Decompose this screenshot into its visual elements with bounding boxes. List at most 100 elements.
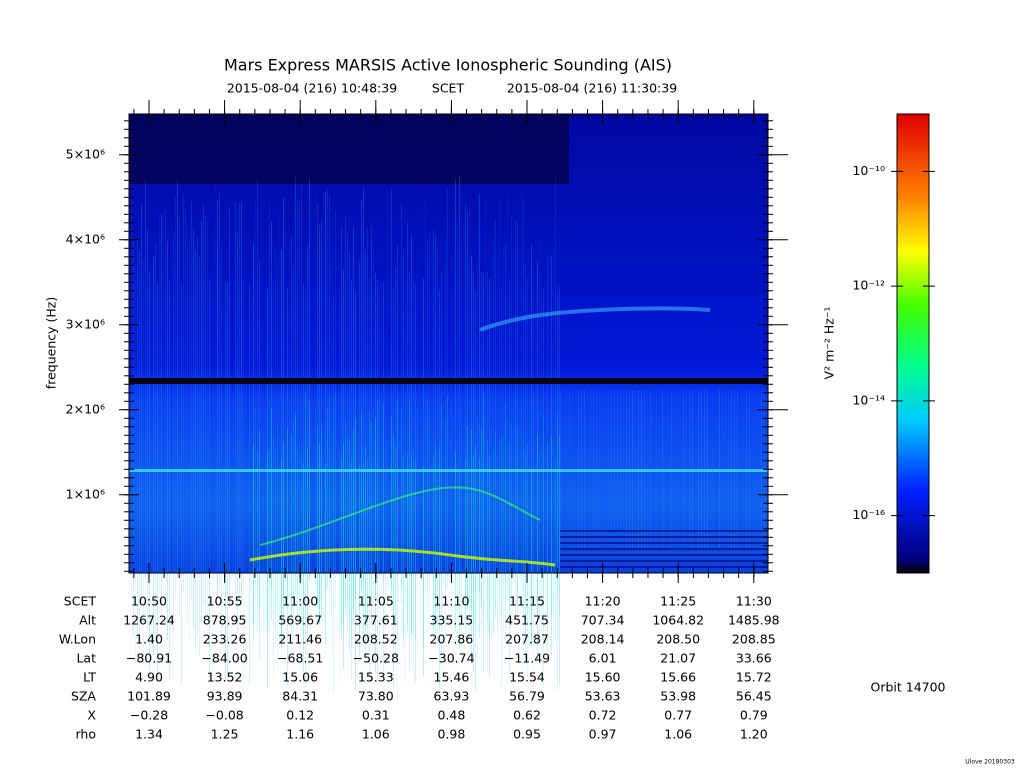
texture-stripe — [365, 446, 366, 627]
texture-stripe — [273, 280, 274, 680]
texture-stripe — [515, 219, 516, 619]
table-cell: 211.46 — [278, 632, 322, 647]
texture-stripe — [213, 223, 214, 622]
texture-stripe — [545, 431, 546, 611]
texture-stripe — [369, 278, 370, 678]
texture-stripe — [461, 424, 462, 605]
texture-stripe — [521, 188, 522, 588]
texture-stripe — [131, 199, 132, 599]
texture-stripe — [159, 214, 160, 614]
texture-stripe — [157, 283, 158, 683]
table-cell: −50.28 — [353, 651, 399, 666]
texture-stripe — [469, 204, 470, 604]
texture-stripe — [315, 406, 316, 587]
texture-stripe — [469, 460, 470, 641]
texture-stripe — [447, 188, 448, 588]
texture-stripe — [557, 414, 558, 595]
texture-stripe — [419, 466, 420, 647]
texture-stripe — [485, 391, 486, 572]
table-cell: 0.72 — [589, 708, 617, 723]
texture-stripe — [327, 188, 328, 588]
table-cell: 15.66 — [660, 670, 696, 685]
texture-stripe — [379, 390, 380, 571]
texture-stripe — [155, 243, 156, 643]
dark-line — [129, 378, 768, 384]
x-tick-label: 11:20 — [585, 594, 621, 609]
texture-stripe — [271, 408, 272, 589]
texture-band — [560, 554, 768, 556]
texture-stripe — [257, 451, 258, 632]
texture-stripe — [499, 439, 500, 620]
texture-stripe — [473, 455, 474, 636]
texture-stripe — [455, 451, 456, 632]
texture-stripe — [497, 451, 498, 632]
texture-stripe — [207, 220, 208, 620]
table-cell: −0.28 — [130, 708, 168, 723]
texture-stripe — [439, 446, 440, 627]
texture-stripe — [405, 394, 406, 575]
texture-stripe — [269, 448, 270, 629]
texture-stripe — [467, 212, 468, 612]
colorbar — [896, 113, 930, 574]
texture-stripe — [543, 288, 544, 688]
texture-stripe — [413, 277, 414, 677]
texture-stripe — [299, 202, 300, 602]
texture-stripe — [363, 186, 364, 586]
row-label: LT — [83, 670, 96, 685]
texture-stripe — [225, 280, 226, 680]
texture-stripe — [287, 428, 288, 609]
texture-stripe — [483, 393, 484, 574]
texture-stripe — [249, 284, 250, 684]
texture-stripe — [307, 246, 308, 646]
texture-stripe — [307, 447, 308, 628]
texture-stripe — [481, 427, 482, 608]
texture-stripe — [253, 241, 254, 641]
x-tick-label: 11:05 — [358, 594, 394, 609]
texture-stripe — [395, 446, 396, 627]
orbit: Orbit 14700 — [870, 680, 945, 695]
y-tick-label: 5×10⁶ — [66, 146, 105, 161]
table-cell: 15.06 — [282, 670, 318, 685]
texture-stripe — [219, 191, 220, 591]
texture-stripe — [339, 284, 340, 684]
texture-stripe — [167, 240, 168, 640]
texture-stripe — [279, 211, 280, 611]
table-cell: 0.12 — [286, 708, 314, 723]
texture-stripe — [323, 455, 324, 635]
start-time: 2015-08-04 (216) 10:48:39 — [227, 81, 397, 96]
texture-stripe — [543, 414, 544, 595]
table-cell: 15.60 — [585, 670, 621, 685]
texture-stripe — [483, 273, 484, 673]
texture-stripe — [247, 284, 248, 683]
row-label: W.Lon — [59, 632, 96, 647]
texture-stripe — [279, 468, 280, 649]
texture-stripe — [349, 253, 350, 653]
texture-stripe — [309, 178, 310, 578]
table-cell: 0.62 — [513, 708, 541, 723]
texture-stripe — [475, 445, 476, 626]
texture-stripe — [437, 247, 438, 647]
texture-stripe — [253, 444, 254, 625]
texture-stripe — [537, 433, 538, 614]
texture-stripe — [531, 243, 532, 643]
row-label: SCET — [64, 594, 97, 609]
texture-stripe — [271, 221, 272, 621]
texture-stripe — [393, 288, 394, 688]
texture-stripe — [297, 447, 298, 628]
texture-stripe — [395, 267, 396, 667]
texture-stripe — [513, 394, 514, 575]
table-cell: −0.08 — [205, 708, 243, 723]
table-cell: 0.79 — [740, 708, 768, 723]
table-cell: 33.66 — [736, 651, 772, 666]
row-label: SZA — [71, 689, 96, 704]
table-cell: 1.25 — [211, 727, 239, 742]
texture-stripe — [521, 406, 522, 587]
x-tick-label: 11:00 — [282, 594, 318, 609]
texture-stripe — [493, 238, 494, 638]
texture-stripe — [433, 454, 434, 635]
texture-stripe — [141, 203, 142, 603]
texture-stripe — [497, 258, 498, 658]
table-cell: 56.45 — [736, 689, 772, 704]
texture-stripe — [321, 221, 322, 621]
